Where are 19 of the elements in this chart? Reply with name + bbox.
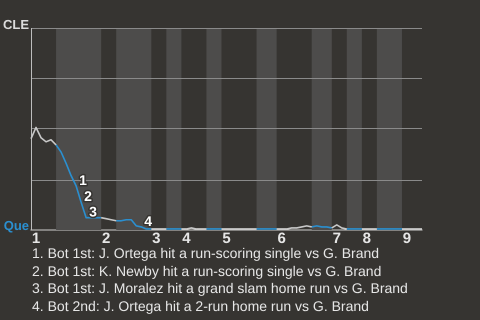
x-tick-label: 4 <box>182 230 192 248</box>
text: 3. Bot 1st: J. Moralez hit a grand slam home run vs G. Brand <box>32 280 408 298</box>
annotation: 3 <box>89 204 98 220</box>
text: 2. Bot 1st: K. Newby hit a run-scoring single vs G. Brand <box>32 262 382 280</box>
annotation: 4 <box>144 212 152 229</box>
annotation: 2 <box>84 188 92 204</box>
text: CLE <box>3 17 29 32</box>
x-tick-label: 1 <box>32 230 40 248</box>
x-tick-label: 2 <box>102 230 110 248</box>
x-tick-label: 5 <box>222 230 231 248</box>
annotation: 1 <box>79 172 88 188</box>
x-tick-label: 9 <box>402 230 412 248</box>
x-tick-label: 8 <box>362 230 372 248</box>
x-tick-label: 3 <box>152 230 160 248</box>
x-tick-label: 6 <box>277 230 286 248</box>
text: Que <box>4 218 29 233</box>
text: 1. Bot 1st: J. Ortega hit a run-scoring single vs G. Brand <box>32 245 380 261</box>
x-tick-label: 7 <box>332 230 341 248</box>
text: 4. Bot 2nd: J. Ortega hit a 2-run home run vs G. Brand <box>32 298 370 315</box>
